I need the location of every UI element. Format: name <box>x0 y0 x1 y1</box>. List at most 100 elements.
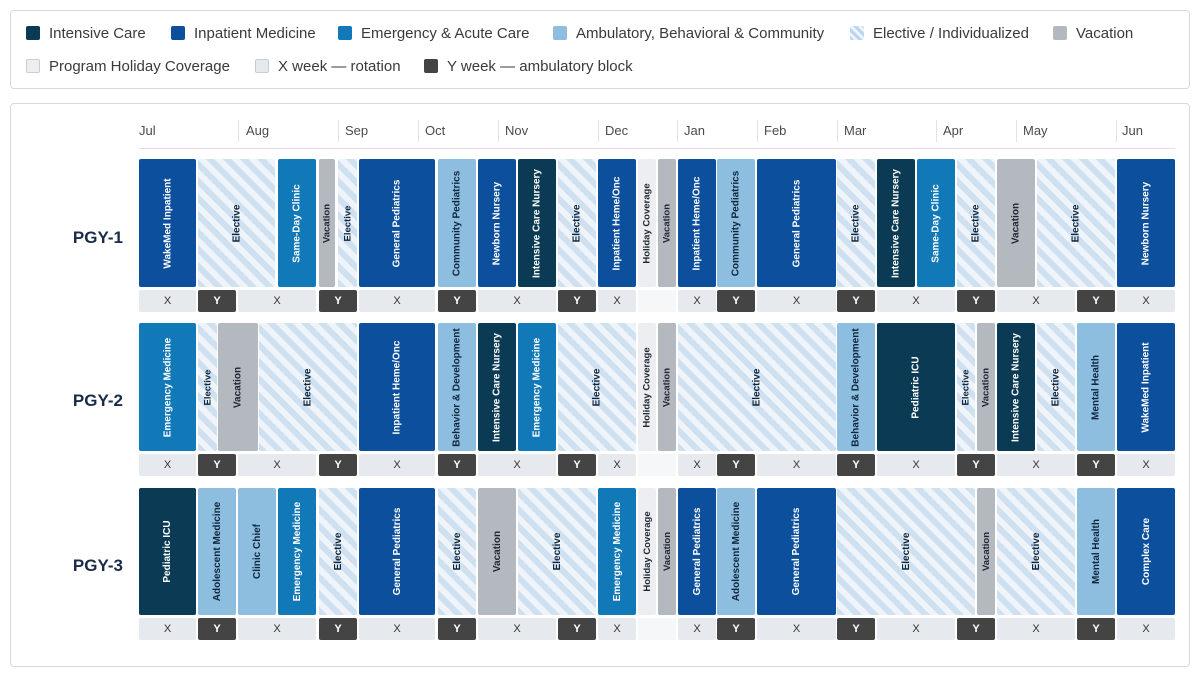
rotation-block[interactable]: General Pediatrics <box>757 488 836 615</box>
x-week-cell: X <box>997 454 1075 476</box>
rotation-block[interactable]: Vacation <box>478 488 516 615</box>
rotation-label: Holiday Coverage <box>641 346 653 428</box>
rotation-label: Inpatient Heme/Onc <box>691 176 703 270</box>
month-label: Sep <box>345 123 369 138</box>
rotation-block[interactable]: Vacation <box>658 488 676 615</box>
rotation-block[interactable]: Elective <box>1037 159 1115 287</box>
rotation-block[interactable]: Complex Care <box>1117 488 1175 615</box>
rotation-block[interactable]: Community Pediatrics <box>717 159 755 287</box>
rotation-block[interactable]: Elective <box>837 488 975 615</box>
rotation-label: Holiday Coverage <box>641 182 653 264</box>
schedule-panel: Jul Aug Sep Oct Nov Dec Jan Feb Mar Apr May Jun PGY-… <box>10 103 1190 667</box>
rotation-label: Same-Day Clinic <box>930 183 942 263</box>
rotation-label: Elective <box>1070 204 1082 242</box>
rotation-block[interactable]: Adolescent Medicine <box>198 488 236 615</box>
y-week-cell: Y <box>837 618 875 640</box>
rotation-block[interactable]: General Pediatrics <box>359 159 435 287</box>
rotation-block[interactable]: Elective <box>198 159 275 287</box>
rotation-block[interactable]: Clinic Chief <box>238 488 276 615</box>
rotation-block[interactable]: Same-Day Clinic <box>917 159 955 287</box>
rotation-block[interactable]: Intensive Care Nursery <box>997 323 1035 451</box>
x-week-cell: X <box>1117 454 1175 476</box>
rotation-label: Emergency Medicine <box>531 337 543 437</box>
rotation-block[interactable]: Vacation <box>977 488 995 615</box>
month-divider <box>1016 120 1017 142</box>
rotation-block[interactable]: Elective <box>319 488 357 615</box>
rotation-block[interactable]: General Pediatrics <box>359 488 435 615</box>
month-divider <box>837 120 838 142</box>
rotation-block[interactable]: Elective <box>558 159 596 287</box>
rotation-block[interactable]: Elective <box>837 159 875 287</box>
rotation-block[interactable]: Community Pediatrics <box>438 159 476 287</box>
rotation-block[interactable]: General Pediatrics <box>757 159 836 287</box>
rotation-block[interactable]: General Pediatrics <box>678 488 716 615</box>
legend-item: Emergency & Acute Care <box>338 23 529 43</box>
month-axis-line <box>139 148 1175 149</box>
y-week-cell: Y <box>558 454 596 476</box>
legend-label: Inpatient Medicine <box>194 24 316 42</box>
rotation-block[interactable]: Newborn Nursery <box>478 159 516 287</box>
rotation-block[interactable]: Inpatient Heme/Onc <box>678 159 716 287</box>
rotation-block[interactable]: Newborn Nursery <box>1117 159 1175 287</box>
rotation-block[interactable]: Behavior & Development <box>837 323 875 451</box>
rotation-block[interactable]: Same-Day Clinic <box>278 159 316 287</box>
rotation-block[interactable]: Emergency Medicine <box>278 488 316 615</box>
x-week-cell: X <box>1117 618 1175 640</box>
rotation-block[interactable]: Holiday Coverage <box>638 488 656 615</box>
rotation-block[interactable]: WakeMed Inpatient <box>139 159 196 287</box>
rotation-block[interactable]: Behavior & Development <box>438 323 476 451</box>
rotation-block[interactable]: Elective <box>198 323 217 451</box>
rotation-block[interactable]: Pediatric ICU <box>877 323 955 451</box>
rotation-label: General Pediatrics <box>391 507 403 596</box>
rotation-block[interactable]: Vacation <box>977 323 995 451</box>
rotation-block[interactable]: Vacation <box>218 323 258 451</box>
rotation-label: Complex Care <box>1140 517 1152 586</box>
month-divider <box>498 120 499 142</box>
rotation-label: Elective <box>202 369 213 405</box>
rotation-block[interactable]: Emergency Medicine <box>518 323 556 451</box>
rotation-block[interactable]: Pediatric ICU <box>139 488 196 615</box>
rotation-label: Clinic Chief <box>251 524 263 580</box>
rotation-block[interactable]: Inpatient Heme/Onc <box>359 323 435 451</box>
x-week-cell: X <box>997 290 1075 312</box>
x-week-cell: X <box>359 454 435 476</box>
rotation-block[interactable]: Elective <box>678 323 836 451</box>
rotation-block[interactable]: Emergency Medicine <box>139 323 196 451</box>
rotation-block[interactable]: Elective <box>259 323 357 451</box>
month-label: May <box>1023 123 1048 138</box>
rotation-block[interactable]: Elective <box>558 323 636 451</box>
rotation-block[interactable]: Mental Health <box>1077 323 1115 451</box>
rotation-block[interactable]: Elective <box>957 159 995 287</box>
x-week-cell: X <box>877 290 955 312</box>
rotation-block[interactable]: Vacation <box>658 159 676 287</box>
rotation-block[interactable]: Vacation <box>658 323 676 451</box>
rotation-block[interactable]: Elective <box>997 488 1075 615</box>
rotation-block[interactable]: Holiday Coverage <box>638 159 656 287</box>
rotation-block[interactable]: Elective <box>338 159 357 287</box>
y-week-cell: Y <box>1077 454 1115 476</box>
legend-swatch <box>850 26 864 40</box>
rotation-block[interactable]: Intensive Care Nursery <box>877 159 915 287</box>
rotation-label: Elective <box>332 532 344 571</box>
rotation-block[interactable]: WakeMed Inpatient <box>1117 323 1175 451</box>
y-week-cell: Y <box>438 454 476 476</box>
rotation-block[interactable]: Vacation <box>319 159 335 287</box>
rotation-block[interactable]: Adolescent Medicine <box>717 488 755 615</box>
y-week-cell: Y <box>319 454 357 476</box>
rotation-block[interactable]: Inpatient Heme/Onc <box>598 159 636 287</box>
rotation-block[interactable]: Vacation <box>997 159 1035 287</box>
rotation-label: General Pediatrics <box>391 179 403 267</box>
rotation-block[interactable]: Intensive Care Nursery <box>518 159 556 287</box>
rotation-block[interactable]: Mental Health <box>1077 488 1115 615</box>
rotation-block[interactable]: Emergency Medicine <box>598 488 636 615</box>
rotation-block[interactable]: Intensive Care Nursery <box>478 323 516 451</box>
rotation-block[interactable]: Elective <box>518 488 596 615</box>
x-week-cell: X <box>139 454 196 476</box>
rotation-block[interactable]: Elective <box>957 323 975 451</box>
rotation-label: Elective <box>451 532 463 571</box>
rotation-block[interactable]: Holiday Coverage <box>638 323 656 451</box>
rotation-block[interactable]: Elective <box>438 488 476 615</box>
y-week-cell: Y <box>717 290 755 312</box>
rotation-block[interactable]: Elective <box>1037 323 1075 451</box>
legend-label: Program Holiday Coverage <box>49 57 230 75</box>
